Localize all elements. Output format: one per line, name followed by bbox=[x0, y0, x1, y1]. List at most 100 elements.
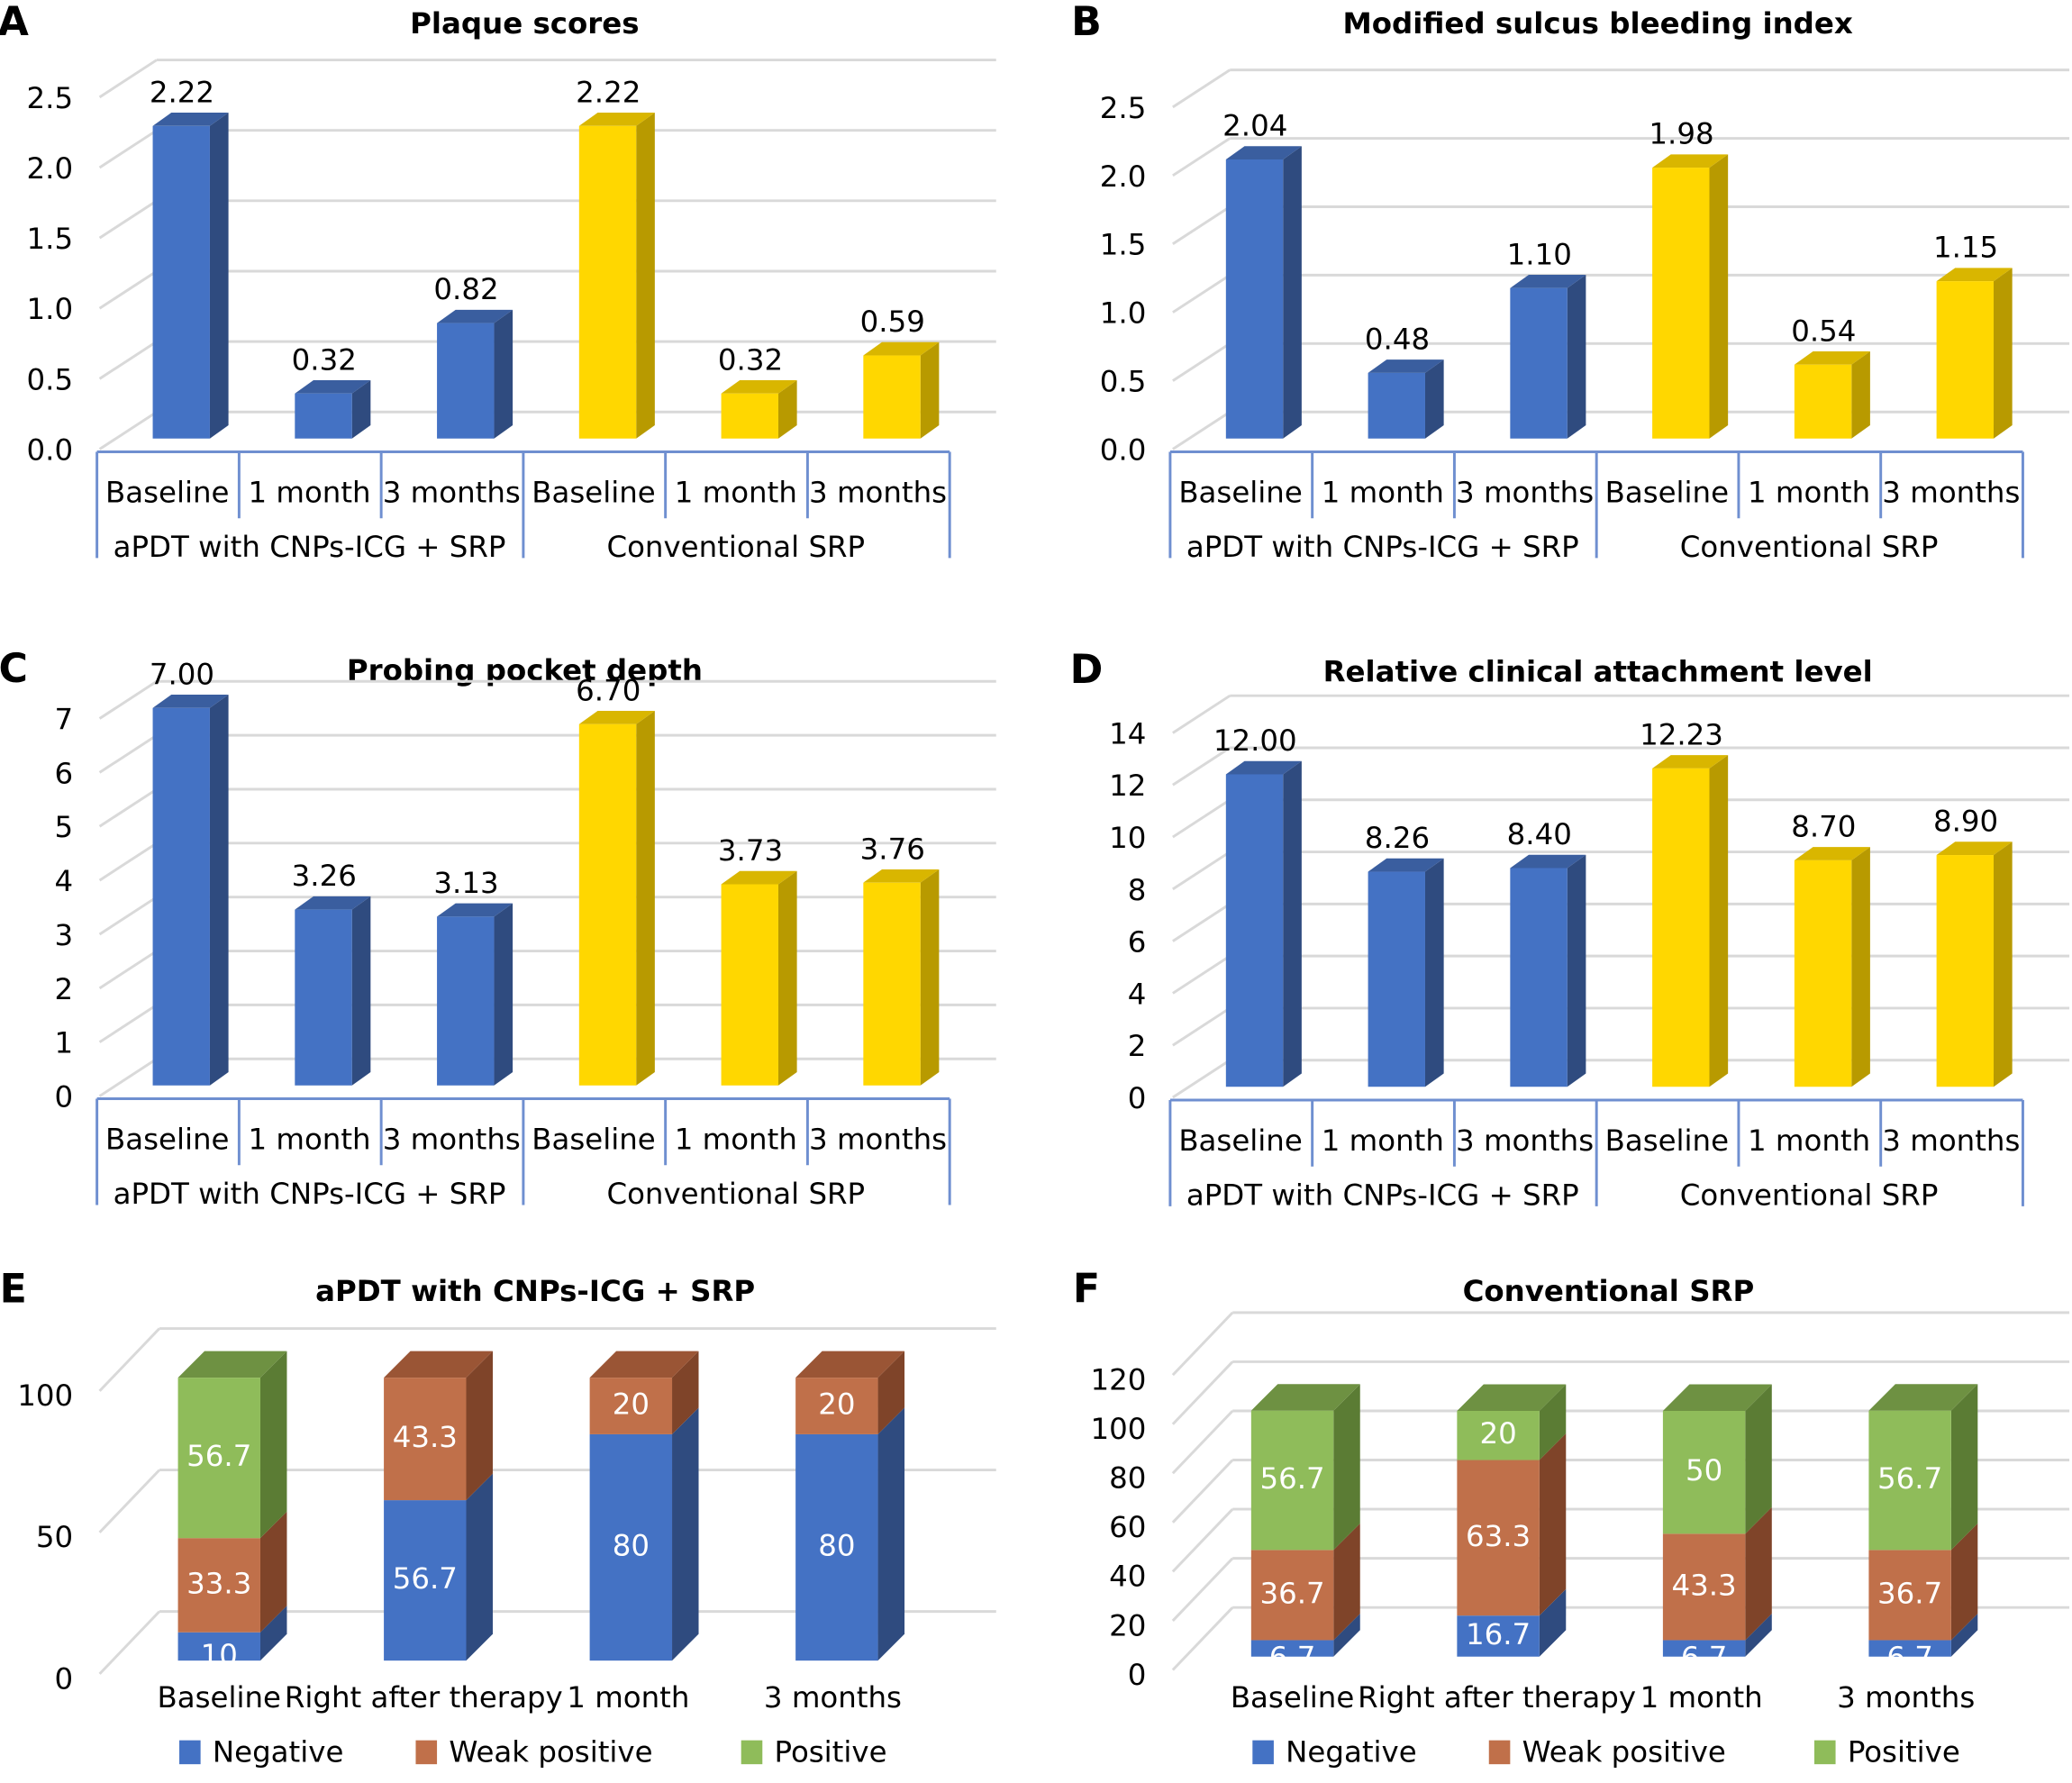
y-tick-label: 10 bbox=[1109, 821, 1146, 855]
bar-side bbox=[1709, 154, 1729, 439]
bar-segment-top bbox=[177, 1351, 287, 1378]
x-tick-label: 1 month bbox=[675, 1123, 797, 1157]
data-label: 80 bbox=[818, 1529, 855, 1563]
bar-segment-side bbox=[672, 1407, 699, 1661]
y-tick-label: 1.0 bbox=[1100, 296, 1147, 331]
x-tick-label: 1 month bbox=[1748, 476, 1870, 510]
legend-label: Positive bbox=[1848, 1734, 1960, 1769]
legend-swatch bbox=[179, 1740, 201, 1765]
data-label: 50 bbox=[1686, 1453, 1722, 1487]
bar-side bbox=[636, 710, 655, 1086]
data-label: 3.73 bbox=[718, 833, 783, 868]
bar bbox=[295, 393, 352, 439]
bar-top bbox=[863, 341, 940, 356]
bar-top bbox=[437, 309, 513, 323]
gridline-depth bbox=[1172, 954, 1231, 995]
bar-side bbox=[1424, 858, 1444, 1087]
data-label: 2.04 bbox=[1222, 109, 1287, 143]
group-label: Conventional SRP bbox=[1680, 1178, 1939, 1213]
bar bbox=[578, 723, 637, 1086]
x-tick-label: Baseline bbox=[532, 1123, 655, 1157]
bar bbox=[1368, 372, 1425, 439]
gridline-depth bbox=[1171, 1557, 1234, 1622]
bar-top bbox=[578, 113, 655, 126]
y-tick-label: 50 bbox=[36, 1520, 73, 1554]
bar-side bbox=[1283, 146, 1302, 439]
data-label: 56.7 bbox=[186, 1439, 251, 1473]
x-tick-label: 3 months bbox=[1882, 476, 2020, 510]
bar-segment bbox=[1250, 1550, 1334, 1641]
x-tick-label: 3 months bbox=[1882, 1123, 2020, 1158]
x-tick-label: 3 months bbox=[809, 476, 947, 510]
bar-segment-top bbox=[795, 1351, 905, 1378]
bar-segment-top bbox=[1250, 1384, 1360, 1411]
bar-segment-side bbox=[1745, 1384, 1772, 1534]
bar-top bbox=[1510, 274, 1586, 288]
data-label: 20 bbox=[1479, 1416, 1516, 1451]
y-tick-label: 8 bbox=[1128, 873, 1147, 907]
bar-top bbox=[152, 695, 229, 708]
y-tick-label: 0.0 bbox=[27, 432, 74, 467]
bar-segment bbox=[1457, 1615, 1540, 1657]
gridline-depth bbox=[1172, 1059, 1231, 1099]
bar bbox=[295, 909, 352, 1086]
data-label: 1.98 bbox=[1649, 117, 1713, 151]
bar-side bbox=[1994, 268, 2013, 439]
data-label: 56.7 bbox=[1259, 1461, 1324, 1496]
bar-segment bbox=[1250, 1410, 1334, 1551]
x-tick-label: 3 months bbox=[1837, 1680, 1975, 1715]
gridline-depth bbox=[1172, 903, 1231, 942]
x-tick-label: 1 month bbox=[1322, 1123, 1444, 1158]
data-label: 0.82 bbox=[433, 272, 498, 306]
data-label: 36.7 bbox=[1877, 1576, 1942, 1610]
bar bbox=[437, 916, 495, 1086]
bar-side bbox=[636, 113, 655, 439]
x-tick-label: 3 months bbox=[1456, 476, 1594, 510]
bar-side bbox=[1567, 274, 1586, 439]
bar-side bbox=[1424, 359, 1444, 439]
legend-label: Weak positive bbox=[1522, 1734, 1726, 1769]
bar-segment bbox=[589, 1378, 673, 1434]
bar-segment-side bbox=[1539, 1384, 1567, 1460]
bar-segment bbox=[795, 1433, 878, 1661]
bar-top bbox=[1652, 755, 1729, 769]
bar bbox=[1225, 774, 1284, 1087]
y-tick-label: 2 bbox=[54, 972, 73, 1006]
gridline-depth bbox=[98, 1327, 160, 1392]
group-label: aPDT with CNPs-ICG + SRP bbox=[1186, 530, 1579, 564]
bar-top bbox=[1794, 847, 1870, 860]
bar-segment-side bbox=[1539, 1433, 1567, 1616]
x-tick-label: Baseline bbox=[1178, 476, 1302, 510]
group-label: Conventional SRP bbox=[606, 1177, 865, 1211]
gridline-depth bbox=[98, 269, 158, 310]
data-label: 2.22 bbox=[150, 75, 214, 109]
gridline-depth bbox=[1172, 137, 1231, 177]
bar bbox=[1936, 281, 1995, 439]
gridline-depth bbox=[98, 680, 158, 720]
gridline-depth bbox=[1172, 274, 1231, 314]
bar-segment bbox=[1457, 1460, 1540, 1616]
data-label: 3.76 bbox=[860, 832, 925, 866]
y-tick-label: 5 bbox=[54, 810, 73, 844]
data-label: 8.40 bbox=[1507, 817, 1572, 851]
y-tick-label: 20 bbox=[1109, 1608, 1146, 1642]
group-label: aPDT with CNPs-ICG + SRP bbox=[114, 530, 506, 564]
bar-side bbox=[920, 341, 940, 439]
x-tick-label: Baseline bbox=[1178, 1123, 1302, 1158]
y-tick-label: 6 bbox=[54, 756, 73, 790]
y-tick-label: 0.5 bbox=[1100, 365, 1147, 399]
data-label: 3.13 bbox=[433, 866, 498, 900]
bar bbox=[863, 355, 921, 439]
bar-segment-side bbox=[1333, 1613, 1360, 1657]
y-tick-label: 40 bbox=[1109, 1560, 1146, 1594]
data-label: 43.3 bbox=[1672, 1568, 1737, 1602]
chart-title: aPDT with CNPs-ICG + SRP bbox=[315, 1274, 755, 1308]
bar bbox=[152, 707, 210, 1086]
legend-label: Weak positive bbox=[449, 1734, 652, 1769]
bar-top bbox=[437, 903, 513, 917]
bar bbox=[721, 393, 778, 439]
gridline-depth bbox=[1172, 68, 1231, 109]
bar-top bbox=[1368, 359, 1444, 373]
x-tick-label: 1 month bbox=[675, 476, 797, 510]
bar-top bbox=[1225, 146, 1302, 159]
